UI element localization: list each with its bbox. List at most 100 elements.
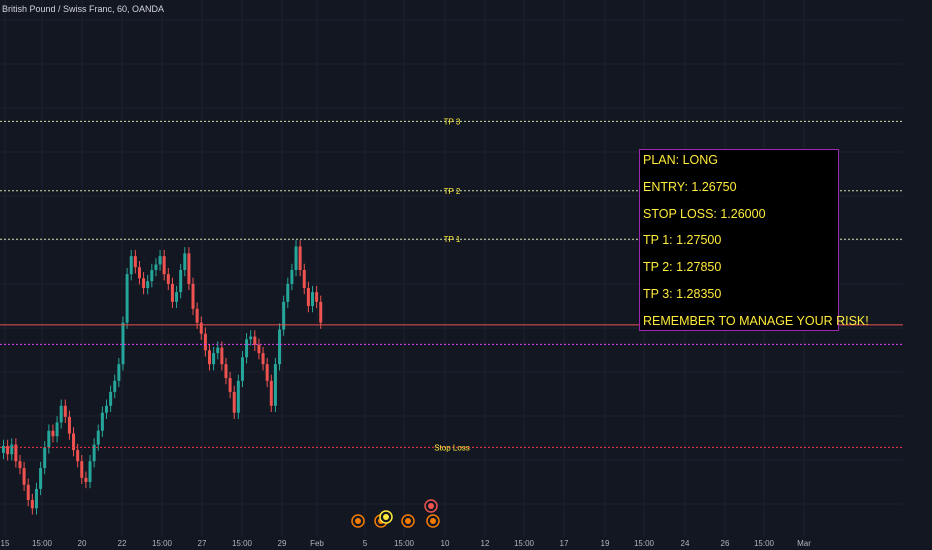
candle-body xyxy=(319,301,323,323)
time-axis-label: 17 xyxy=(560,539,569,548)
time-axis-label: Mar xyxy=(797,539,811,548)
candle-body xyxy=(290,270,294,284)
candle-body xyxy=(265,364,269,381)
candle-body xyxy=(39,468,43,489)
candle-body xyxy=(158,256,162,265)
time-axis-label: Feb xyxy=(310,539,324,548)
time-axis-label: 15 xyxy=(1,539,10,548)
candle-body xyxy=(203,333,207,351)
candle-body xyxy=(63,405,67,417)
candle-body xyxy=(51,430,55,437)
price-line-label: TP 3 xyxy=(444,117,461,126)
candle-body xyxy=(150,270,154,282)
plan-line-tp2: TP 2: 1.27850 xyxy=(643,260,722,275)
candle-body xyxy=(249,336,253,340)
candle-body xyxy=(105,405,108,413)
candle-body xyxy=(125,274,129,323)
candle-body xyxy=(14,444,18,462)
candle-body xyxy=(245,339,249,358)
plan-line-direction: PLAN: LONG xyxy=(643,153,719,167)
candle-body xyxy=(273,364,277,406)
candle-body xyxy=(166,274,170,284)
candle-body xyxy=(113,380,117,392)
candle-body xyxy=(220,347,224,365)
price-line-label: Stop Loss xyxy=(434,443,470,452)
candle-body xyxy=(257,344,261,354)
time-axis-label: 12 xyxy=(481,539,490,548)
event-marker-dot-icon xyxy=(383,514,389,520)
candle-body xyxy=(47,430,51,448)
time-axis-label: 10 xyxy=(441,539,450,548)
price-line-label: TP 2 xyxy=(444,187,461,196)
candle-body xyxy=(92,444,96,462)
candle-body xyxy=(195,308,199,323)
candle-body xyxy=(129,256,133,275)
candle-body xyxy=(170,283,174,302)
candle-body xyxy=(212,353,216,365)
time-axis-label: 15:00 xyxy=(634,539,655,548)
candle-body xyxy=(278,329,282,365)
price-line-label: TP 1 xyxy=(444,235,461,244)
event-marker-dot-icon xyxy=(428,503,434,509)
candle-body xyxy=(100,412,104,431)
candle-body xyxy=(282,301,286,330)
time-axis-label: 27 xyxy=(198,539,207,548)
candle-body xyxy=(286,283,290,302)
candle-body xyxy=(311,292,314,307)
candle-body xyxy=(117,364,121,381)
candle-body xyxy=(199,322,203,334)
time-axis-label: 15:00 xyxy=(514,539,535,548)
event-marker-dot-icon xyxy=(355,518,361,524)
candle-body xyxy=(59,405,63,423)
candle-body xyxy=(216,347,220,354)
candle-body xyxy=(121,322,125,365)
candle-body xyxy=(208,350,211,365)
time-axis-label: 15:00 xyxy=(232,539,253,548)
candle-body xyxy=(146,281,150,289)
candle-body xyxy=(30,499,34,509)
candle-body xyxy=(133,256,137,268)
price-axis[interactable] xyxy=(903,0,932,550)
time-axis-label: 15:00 xyxy=(394,539,415,548)
plan-line-risk-note: REMEMBER TO MANAGE YOUR RISK! xyxy=(643,313,869,328)
candle-body xyxy=(43,447,47,469)
candle-body xyxy=(315,292,319,302)
time-axis-label: 29 xyxy=(278,539,287,548)
candle-body xyxy=(224,364,228,379)
candle-body xyxy=(80,461,84,478)
candle-body xyxy=(183,253,187,271)
candle-body xyxy=(67,416,71,434)
time-axis-label: 19 xyxy=(601,539,610,548)
candle-body xyxy=(228,378,232,392)
candle-body xyxy=(96,430,100,445)
time-axis-label: 24 xyxy=(681,539,690,548)
chart-title: British Pound / Swiss Franc, 60, OANDA xyxy=(2,4,165,14)
plan-line-entry: ENTRY: 1.26750 xyxy=(643,179,737,194)
candle-body xyxy=(302,270,306,289)
time-axis-label: 15:00 xyxy=(152,539,173,548)
event-marker-dot-icon xyxy=(430,518,436,524)
candle-body xyxy=(298,246,302,271)
candle-body xyxy=(26,484,30,500)
event-marker-dot-icon xyxy=(405,518,411,524)
candle-body xyxy=(232,391,236,413)
candle-body xyxy=(253,336,257,345)
candle-body xyxy=(162,256,166,275)
plan-line-tp3: TP 3: 1.28350 xyxy=(643,286,722,301)
candle-body xyxy=(2,445,5,453)
time-axis-label: 20 xyxy=(78,539,87,548)
candle-body xyxy=(137,267,141,279)
candle-body xyxy=(187,253,191,284)
candle-body xyxy=(34,488,38,509)
candle-body xyxy=(306,288,310,307)
candle-body xyxy=(72,433,76,451)
candle-body xyxy=(269,380,273,406)
candle-body xyxy=(88,461,92,482)
time-axis-label: 5 xyxy=(363,539,368,548)
time-axis-label: 15:00 xyxy=(754,539,775,548)
candle-body xyxy=(10,444,14,455)
candle-body xyxy=(240,357,244,381)
candle-body xyxy=(261,353,265,365)
candle-body xyxy=(6,445,10,455)
candle-body xyxy=(22,468,26,485)
